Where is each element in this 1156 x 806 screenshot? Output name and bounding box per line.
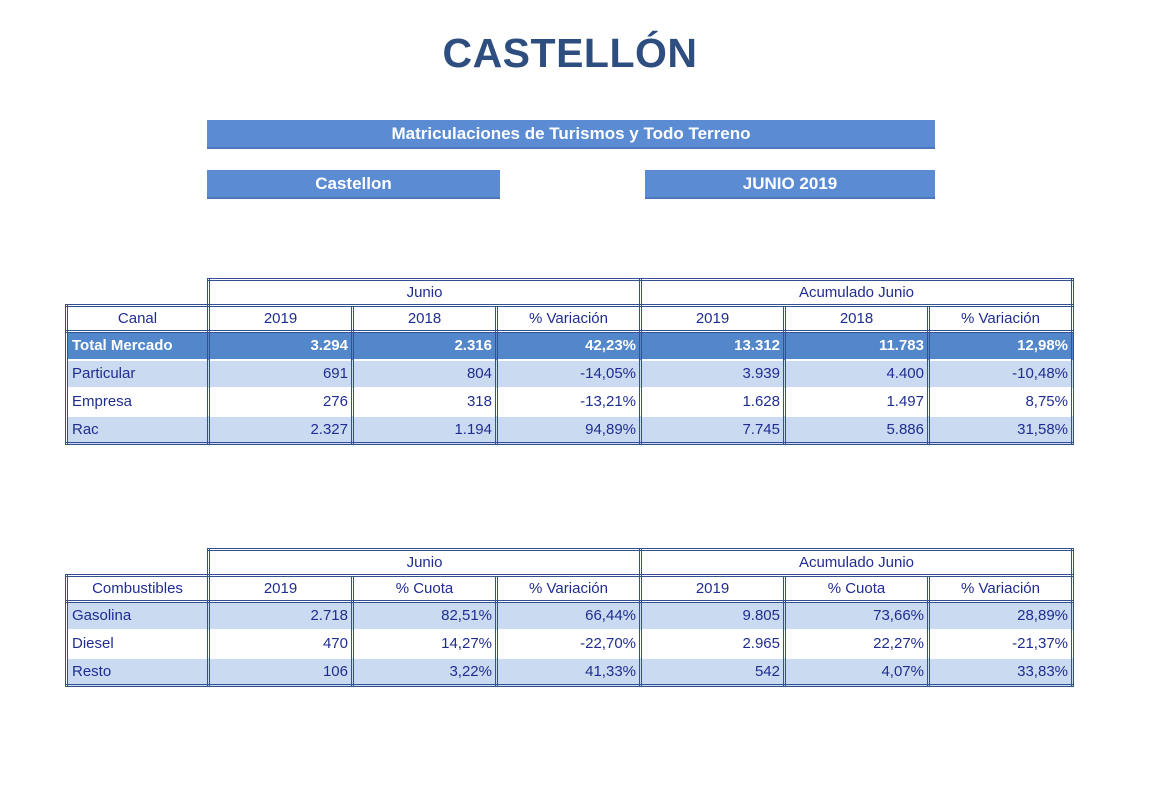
table-row-diesel: Diesel 470 14,27% -22,70% 2.965 22,27% -… (65, 628, 1074, 658)
registrations-by-fuel-table: Junio Acumulado Junio Combustibles 2019 … (65, 548, 1074, 687)
group-header-acumulado: Acumulado Junio (639, 548, 1074, 577)
cell: 94,89% (495, 414, 642, 445)
column-header: 2019 (639, 304, 786, 333)
cell: 5.886 (783, 414, 930, 445)
cell: 42,23% (495, 331, 642, 360)
cell: 33,83% (927, 656, 1074, 687)
cell: 4,07% (783, 656, 930, 687)
column-header-row: Combustibles 2019 % Cuota % Variación 20… (65, 574, 1074, 603)
cell: 82,51% (351, 601, 498, 630)
row-label: Rac (65, 414, 210, 445)
column-header: 2018 (783, 304, 930, 333)
cell: -22,70% (495, 628, 642, 658)
column-header: 2019 (207, 574, 354, 603)
column-header: % Variación (927, 574, 1074, 603)
cell: 66,44% (495, 601, 642, 630)
cell: 276 (207, 386, 354, 416)
group-header-row: Junio Acumulado Junio (67, 548, 1074, 577)
registrations-by-channel-table: Junio Acumulado Junio Canal 2019 2018 % … (65, 278, 1074, 445)
cell: 73,66% (783, 601, 930, 630)
cell: -14,05% (495, 358, 642, 388)
group-header-acumulado: Acumulado Junio (639, 278, 1074, 307)
cell: 41,33% (495, 656, 642, 687)
cell: 9.805 (639, 601, 786, 630)
cell: 11.783 (783, 331, 930, 360)
column-header: % Variación (495, 574, 642, 603)
cell: 14,27% (351, 628, 498, 658)
blank-corner-cell (67, 280, 209, 306)
cell: 3.294 (207, 331, 354, 360)
column-header-row: Canal 2019 2018 % Variación 2019 2018 % … (65, 304, 1074, 333)
group-header-row: Junio Acumulado Junio (67, 278, 1074, 307)
cell: 106 (207, 656, 354, 687)
cell: 12,98% (927, 331, 1074, 360)
column-header: % Cuota (783, 574, 930, 603)
row-label: Particular (65, 358, 210, 388)
cell: 2.718 (207, 601, 354, 630)
table-row-rac: Rac 2.327 1.194 94,89% 7.745 5.886 31,58… (65, 414, 1074, 445)
cell: 4.400 (783, 358, 930, 388)
row-label: Gasolina (65, 601, 210, 630)
cell: -13,21% (495, 386, 642, 416)
cell: 804 (351, 358, 498, 388)
period-banner: JUNIO 2019 (645, 170, 935, 199)
table-row-empresa: Empresa 276 318 -13,21% 1.628 1.497 8,75… (65, 386, 1074, 416)
column-header: 2019 (639, 574, 786, 603)
column-header: % Variación (927, 304, 1074, 333)
cell: 1.628 (639, 386, 786, 416)
column-header: % Variación (495, 304, 642, 333)
column-header-canal: Canal (65, 304, 210, 333)
cell: 318 (351, 386, 498, 416)
column-header: 2018 (351, 304, 498, 333)
cell: 2.327 (207, 414, 354, 445)
table-row-total-mercado: Total Mercado 3.294 2.316 42,23% 13.312 … (65, 331, 1074, 360)
row-label: Resto (65, 656, 210, 687)
cell: -10,48% (927, 358, 1074, 388)
cell: 8,75% (927, 386, 1074, 416)
cell: 1.497 (783, 386, 930, 416)
cell: 31,58% (927, 414, 1074, 445)
cell: 13.312 (639, 331, 786, 360)
report-header-banner: Matriculaciones de Turismos y Todo Terre… (207, 120, 935, 149)
cell: 470 (207, 628, 354, 658)
cell: 1.194 (351, 414, 498, 445)
cell: 28,89% (927, 601, 1074, 630)
column-header-combustibles: Combustibles (65, 574, 210, 603)
table-row-gasolina: Gasolina 2.718 82,51% 66,44% 9.805 73,66… (65, 601, 1074, 630)
page-title: CASTELLÓN (442, 30, 698, 76)
column-header: 2019 (207, 304, 354, 333)
cell: 3,22% (351, 656, 498, 687)
column-header: % Cuota (351, 574, 498, 603)
cell: 2.316 (351, 331, 498, 360)
cell: 2.965 (639, 628, 786, 658)
group-header-junio: Junio (207, 278, 642, 307)
group-header-junio: Junio (207, 548, 642, 577)
cell: 691 (207, 358, 354, 388)
row-label: Empresa (65, 386, 210, 416)
table-row-resto: Resto 106 3,22% 41,33% 542 4,07% 33,83% (65, 656, 1074, 687)
cell: 3.939 (639, 358, 786, 388)
row-label: Total Mercado (65, 331, 210, 360)
table-row-particular: Particular 691 804 -14,05% 3.939 4.400 -… (65, 358, 1074, 388)
row-label: Diesel (65, 628, 210, 658)
cell: 7.745 (639, 414, 786, 445)
cell: 22,27% (783, 628, 930, 658)
blank-corner-cell (67, 550, 209, 576)
cell: -21,37% (927, 628, 1074, 658)
cell: 542 (639, 656, 786, 687)
province-banner: Castellon (207, 170, 500, 199)
